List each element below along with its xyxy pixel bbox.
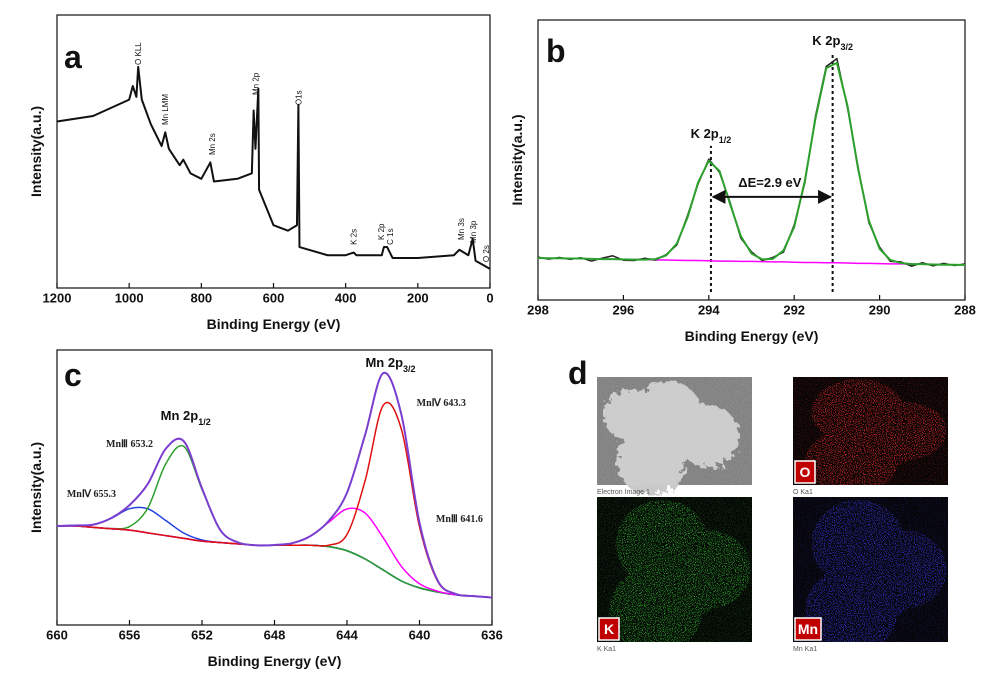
x-axis-title: Binding Energy (eV) <box>207 316 341 332</box>
x-axis-title: Binding Energy (eV) <box>685 328 819 344</box>
x-tick-label: 636 <box>481 628 503 643</box>
image-caption: K Ka1 <box>597 646 616 653</box>
peak-label: Mn 2p3/2 <box>365 355 415 374</box>
x-tick-label: 648 <box>264 628 286 643</box>
map-image: O O Ka1 <box>793 377 948 496</box>
label-text: MnⅢ 653.2 <box>106 439 153 450</box>
peak-label: K 2p1/2 <box>691 126 732 145</box>
spectrum-line <box>56 371 493 599</box>
plot-frame <box>537 19 966 301</box>
image-caption: O Ka1 <box>793 489 813 496</box>
label-text: Mn 2p <box>365 355 403 370</box>
label-text: MnⅣ 643.3 <box>417 398 466 409</box>
element-badge <box>598 617 620 641</box>
peak-label: ΔE=2.9 eV <box>738 175 802 190</box>
label-subscript: 1/2 <box>719 135 732 145</box>
x-tick-label: 652 <box>191 628 213 643</box>
x-tick-label: 800 <box>190 291 212 306</box>
y-axis-title: Intensity(a.u.) <box>509 114 525 205</box>
element-badge-text: Mn <box>798 621 818 637</box>
peak-label: K 2p <box>377 223 386 240</box>
element-badge-text: O <box>800 464 811 480</box>
peak-label: K 2p3/2 <box>812 33 853 52</box>
spectrum-line <box>56 444 493 599</box>
x-tick-label: 298 <box>527 303 549 318</box>
panel-label: c <box>64 357 82 393</box>
label-subscript: 3/2 <box>403 364 416 374</box>
x-tick-label: 0 <box>486 291 493 306</box>
x-tick-label: 200 <box>407 291 429 306</box>
spectrum-line <box>56 65 491 270</box>
y-axis-title: Intensity(a.u.) <box>28 106 44 197</box>
plot-frame <box>56 14 491 289</box>
spectrum-line <box>537 57 966 267</box>
x-tick-label: 1200 <box>43 291 72 306</box>
x-tick-label: 294 <box>698 303 720 318</box>
peak-label: Mn 3s <box>457 218 466 240</box>
x-tick-label: 292 <box>783 303 805 318</box>
label-text: K 2p <box>812 33 840 48</box>
label-text: MnⅣ 655.3 <box>67 489 116 500</box>
x-tick-label: 640 <box>409 628 431 643</box>
component-label: MnⅢ 653.2 <box>106 439 153 450</box>
x-tick-label: 400 <box>335 291 357 306</box>
image-caption: Electron Image 1 <box>597 489 650 496</box>
component-label: MnⅣ 643.3 <box>417 398 466 409</box>
peak-label: O KLL <box>134 42 143 65</box>
label-text: Mn 2p <box>161 408 199 423</box>
label-text: K 2p <box>691 126 719 141</box>
element-badge <box>794 460 816 484</box>
panel-label: d <box>568 355 588 391</box>
x-tick-label: 290 <box>869 303 891 318</box>
x-axis-title: Binding Energy (eV) <box>208 653 342 669</box>
panel-label: b <box>546 33 566 69</box>
component-label: MnⅢ 641.6 <box>436 514 483 525</box>
peak-label: Mn 3p <box>469 220 478 243</box>
peak-label: Mn LMM <box>161 94 170 125</box>
x-tick-label: 288 <box>954 303 976 318</box>
peak-label: O1s <box>295 90 304 105</box>
map-image: Electron Image 1 <box>597 377 752 496</box>
x-tick-label: 296 <box>613 303 635 318</box>
x-tick-label: 1000 <box>115 291 144 306</box>
x-tick-label: 600 <box>263 291 285 306</box>
panel-label: a <box>64 39 82 75</box>
x-tick-label: 656 <box>119 628 141 643</box>
peak-label: C 1s <box>386 228 395 244</box>
peak-label: Mn 2p <box>251 72 260 95</box>
peak-label: O 2s <box>482 245 491 262</box>
spectrum-line <box>537 61 966 266</box>
image-caption: Mn Ka1 <box>793 646 817 653</box>
spectrum-line <box>56 401 493 599</box>
label-text: ΔE=2.9 eV <box>738 175 802 190</box>
y-axis-title: Intensity(a.u.) <box>28 442 44 533</box>
map-image: Mn Mn Ka1 <box>793 497 948 653</box>
plot-frame <box>56 349 493 626</box>
label-text: MnⅢ 641.6 <box>436 514 483 525</box>
label-subscript: 1/2 <box>198 417 211 427</box>
peak-label: Mn 2p1/2 <box>161 408 211 427</box>
grain <box>597 377 752 485</box>
element-badge-text: K <box>604 621 614 637</box>
peak-label: K 2s <box>350 229 359 245</box>
component-label: MnⅣ 655.3 <box>67 489 116 500</box>
x-tick-label: 644 <box>336 628 358 643</box>
x-tick-label: 660 <box>46 628 68 643</box>
label-subscript: 3/2 <box>840 42 853 52</box>
map-image: K K Ka1 <box>597 497 752 653</box>
peak-label: Mn 2s <box>208 133 217 155</box>
element-badge <box>794 617 822 641</box>
